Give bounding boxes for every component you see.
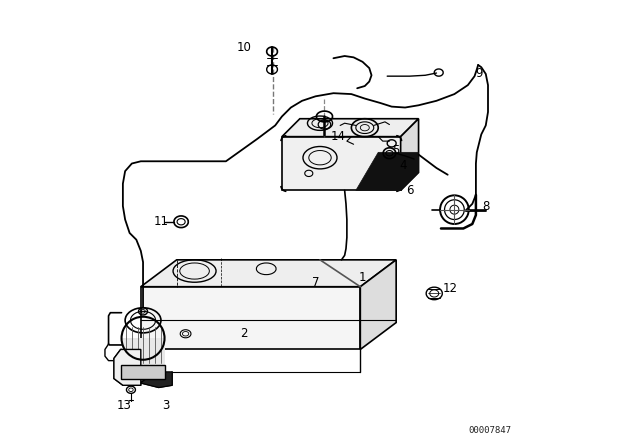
- Text: 14: 14: [330, 130, 346, 143]
- Text: 4: 4: [399, 159, 406, 172]
- Polygon shape: [121, 365, 165, 379]
- Polygon shape: [360, 260, 396, 349]
- Text: 11: 11: [154, 215, 168, 228]
- Text: 2: 2: [240, 327, 248, 340]
- Text: 5: 5: [392, 143, 400, 157]
- Text: 1: 1: [359, 271, 366, 284]
- Polygon shape: [401, 119, 419, 190]
- Text: 13: 13: [116, 399, 131, 412]
- Text: 3: 3: [162, 399, 169, 412]
- Text: 7: 7: [312, 276, 319, 289]
- Polygon shape: [141, 287, 360, 349]
- Polygon shape: [114, 349, 141, 385]
- Polygon shape: [141, 260, 396, 287]
- Text: 12: 12: [442, 282, 458, 296]
- Text: 6: 6: [406, 184, 413, 197]
- Text: 9: 9: [476, 67, 483, 81]
- Text: 8: 8: [482, 199, 490, 213]
- Polygon shape: [141, 372, 172, 388]
- Polygon shape: [282, 137, 401, 190]
- Polygon shape: [356, 152, 419, 190]
- Text: 10: 10: [236, 40, 252, 54]
- Polygon shape: [282, 119, 419, 137]
- Polygon shape: [122, 338, 164, 365]
- Text: 00007847: 00007847: [468, 426, 512, 435]
